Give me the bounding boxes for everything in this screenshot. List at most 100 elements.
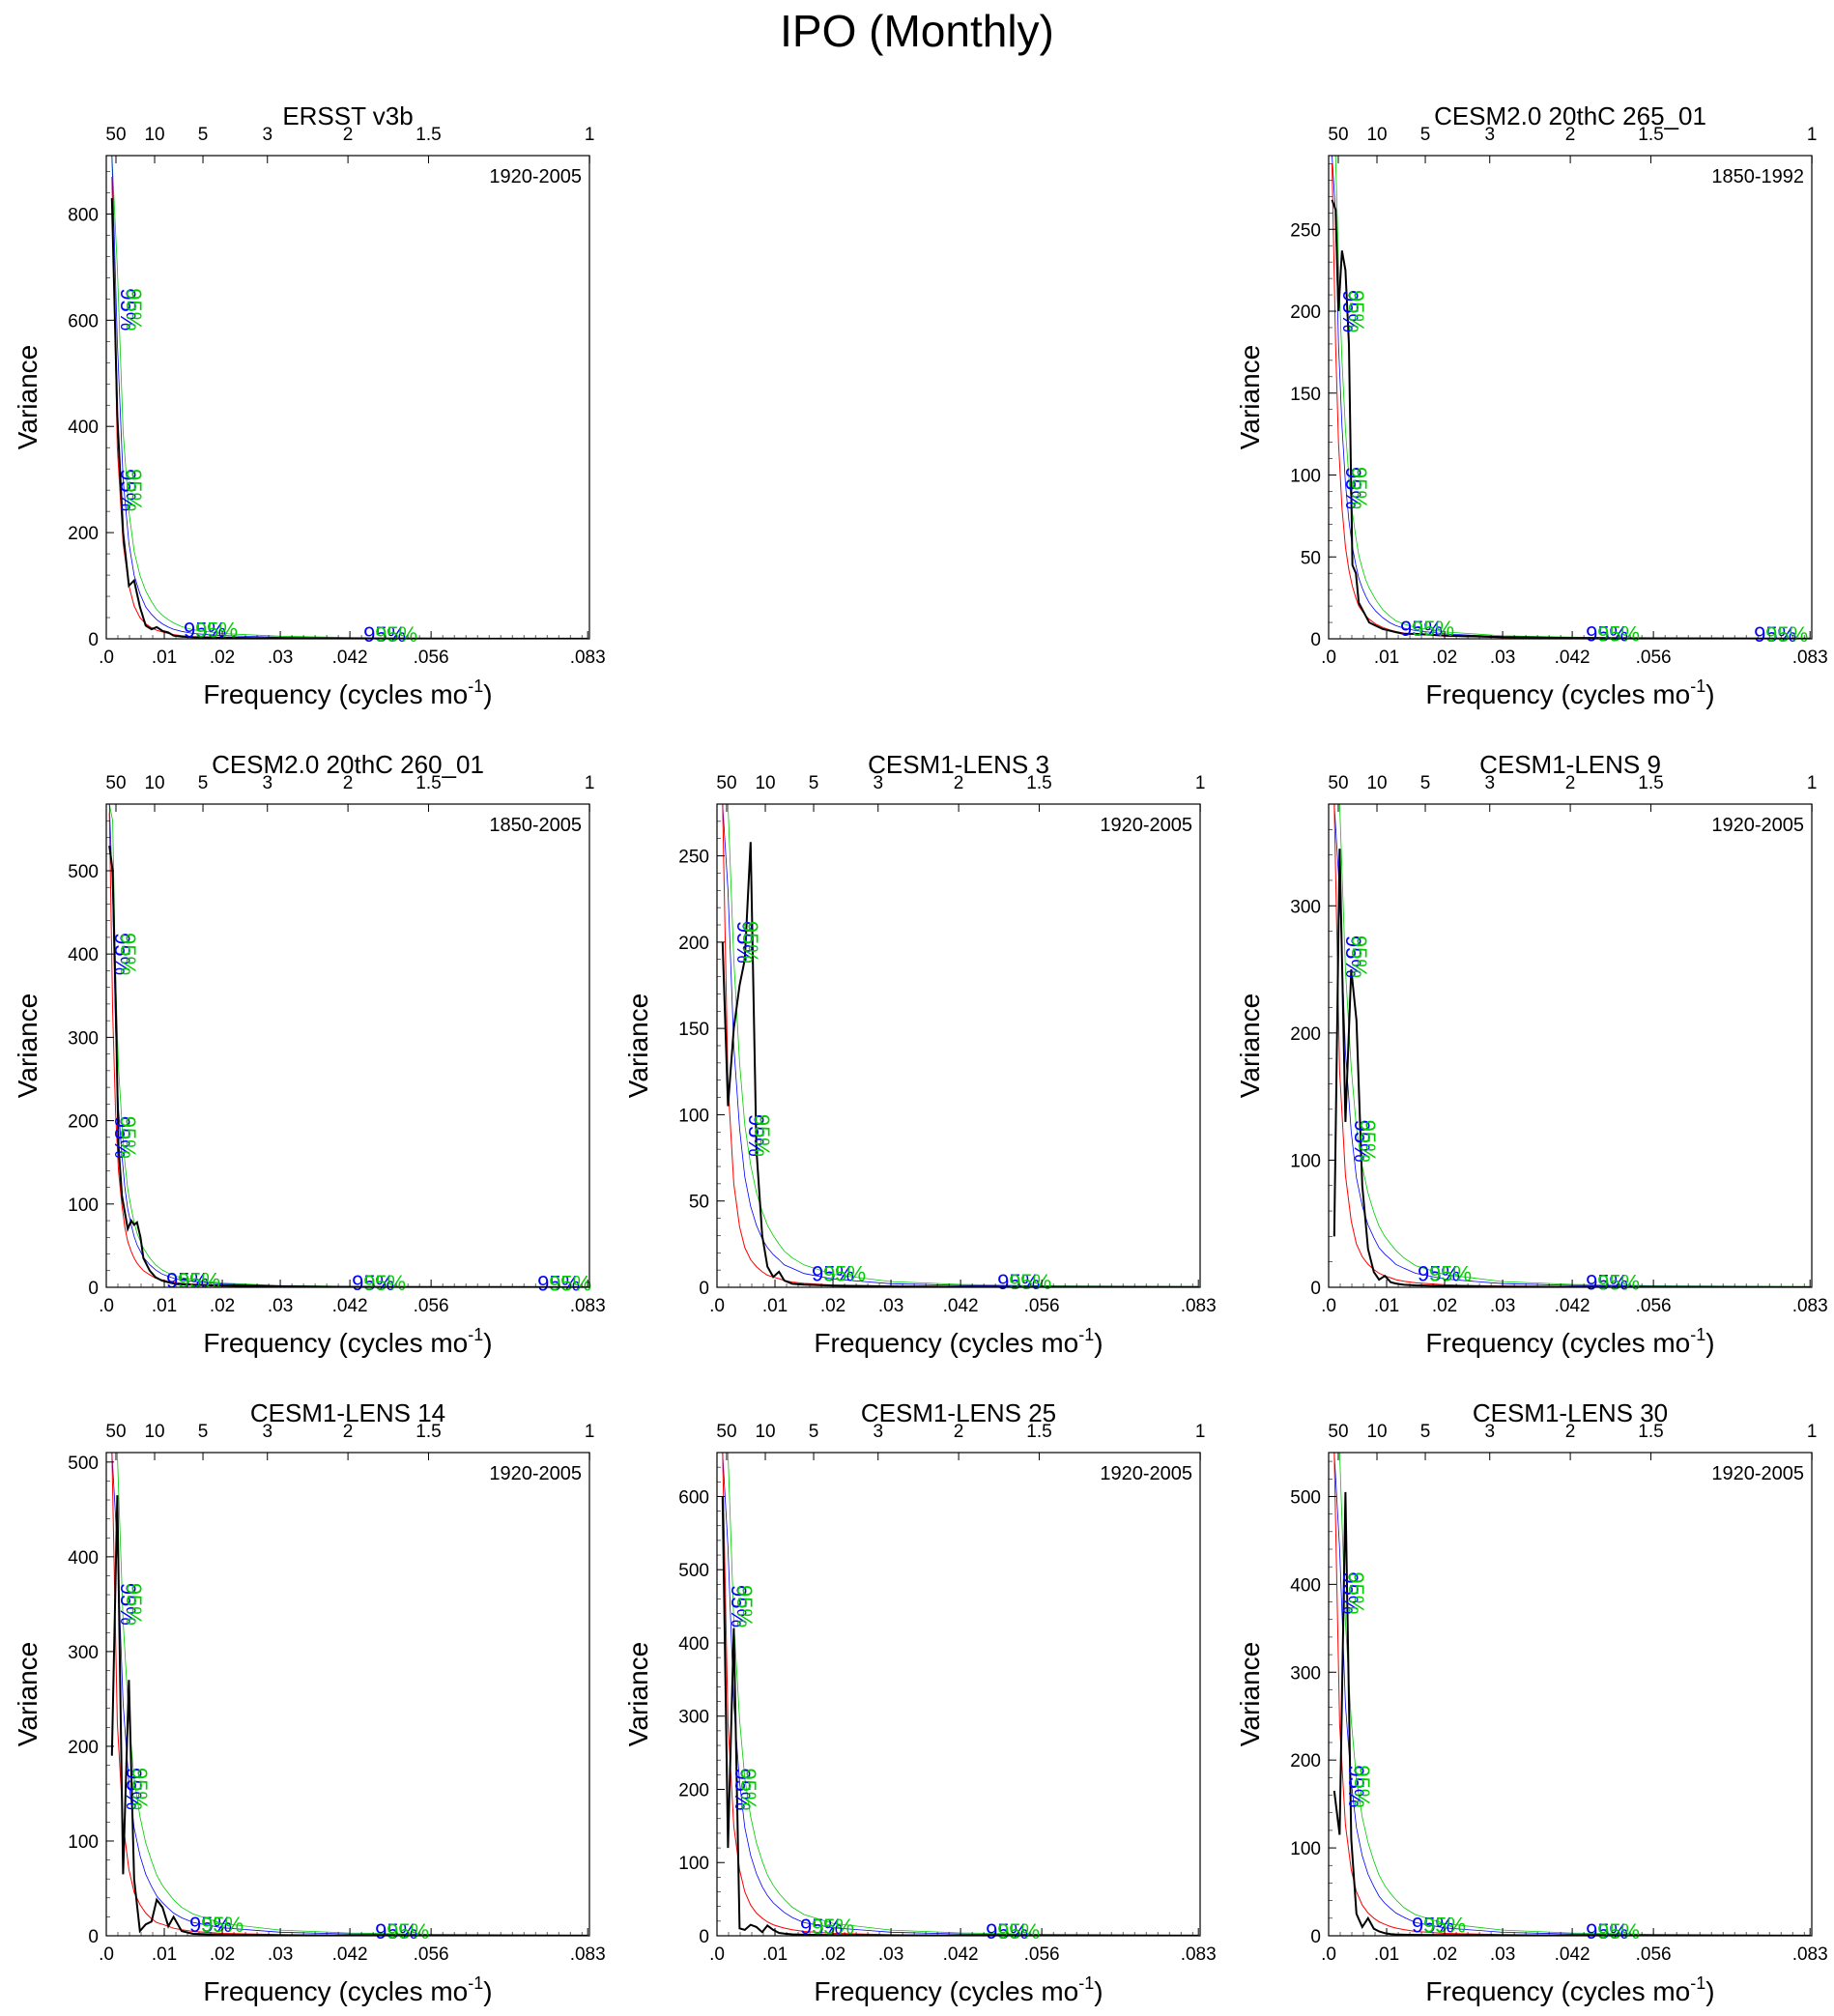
period-tick-label: 10 bbox=[1366, 1422, 1387, 1442]
series-line-sig-green bbox=[722, 1453, 1199, 1936]
significance-label: 95% bbox=[363, 622, 406, 647]
chart-title: CESM1-LENS 9 bbox=[1479, 750, 1661, 779]
period-tick-label: 5 bbox=[198, 773, 209, 793]
significance-label: 95% bbox=[166, 1269, 209, 1293]
significance-label: 95% bbox=[1597, 621, 1640, 646]
x-tick-label: .056 bbox=[1636, 1944, 1672, 1965]
x-tick-label: .01 bbox=[1374, 1296, 1399, 1316]
series-line-red-noise bbox=[1332, 163, 1811, 639]
significance-label: 95% bbox=[1597, 1919, 1640, 1944]
period-tick-label: 5 bbox=[809, 773, 819, 793]
significance-label: 95% bbox=[122, 1583, 146, 1626]
y-tick-label: 100 bbox=[68, 1832, 99, 1853]
period-tick-label: 50 bbox=[1328, 773, 1348, 793]
y-tick-label: 250 bbox=[678, 848, 709, 868]
x-tick-label: .01 bbox=[152, 1944, 177, 1965]
x-tick-label: .03 bbox=[268, 1296, 293, 1316]
x-tick-label: .02 bbox=[820, 1296, 845, 1316]
period-tick-label: 1 bbox=[585, 773, 595, 793]
y-tick-label: 300 bbox=[68, 1028, 99, 1049]
y-axis-label: Variance bbox=[623, 1642, 653, 1746]
period-tick-label: 3 bbox=[1484, 1422, 1495, 1442]
y-tick-label: 100 bbox=[68, 1195, 99, 1216]
plot-frame bbox=[716, 1452, 1201, 1937]
period-tick-label: 50 bbox=[105, 125, 126, 145]
significance-label: 95% bbox=[1344, 290, 1368, 332]
significance-label: 95% bbox=[375, 622, 417, 647]
plot-frame bbox=[105, 803, 590, 1288]
significance-label: 95% bbox=[736, 1768, 760, 1810]
x-axis-label: Frequency (cycles mo-1) bbox=[1425, 1325, 1714, 1358]
year-range-label: 1850-2005 bbox=[489, 815, 582, 836]
y-tick-label: 300 bbox=[1290, 1663, 1321, 1684]
significance-label: 95% bbox=[116, 469, 140, 511]
period-tick-label: 10 bbox=[144, 1422, 164, 1442]
y-tick-label: 500 bbox=[678, 1561, 709, 1581]
x-tick-label: .042 bbox=[1555, 648, 1590, 668]
x-tick-label: .0 bbox=[1321, 648, 1336, 668]
x-tick-label: .056 bbox=[1636, 648, 1672, 668]
y-tick-label: 200 bbox=[678, 1780, 709, 1800]
x-tick-label: .083 bbox=[1181, 1296, 1217, 1316]
period-tick-label: 10 bbox=[144, 773, 164, 793]
x-tick-label: .01 bbox=[762, 1944, 788, 1965]
y-tick-label: 200 bbox=[1290, 302, 1321, 323]
y-axis-label: Variance bbox=[1235, 1642, 1265, 1746]
chart-title: CESM1-LENS 3 bbox=[868, 750, 1049, 779]
period-tick-label: 50 bbox=[716, 773, 736, 793]
x-tick-label: .083 bbox=[570, 1944, 606, 1965]
x-tick-label: .03 bbox=[1490, 1944, 1515, 1965]
series-line-sig-green bbox=[111, 156, 588, 639]
period-tick-label: 2 bbox=[954, 1422, 964, 1442]
period-tick-label: 5 bbox=[1420, 125, 1431, 145]
x-tick-label: .083 bbox=[1792, 1296, 1828, 1316]
period-tick-label: 5 bbox=[1420, 1422, 1431, 1442]
period-tick-label: 3 bbox=[262, 1422, 272, 1442]
period-tick-label: 2 bbox=[1565, 773, 1576, 793]
significance-label: 95% bbox=[731, 1768, 755, 1810]
period-tick-label: 50 bbox=[105, 1422, 126, 1442]
y-tick-label: 500 bbox=[68, 862, 99, 882]
period-tick-label: 1 bbox=[585, 125, 595, 145]
significance-label: 95% bbox=[363, 1271, 406, 1295]
y-tick-label: 100 bbox=[678, 1106, 709, 1126]
chart-panel: CESM1-LENS 141920-200595%95%95%95%95%95%… bbox=[13, 1398, 606, 2006]
significance-label: 95% bbox=[1350, 1765, 1374, 1807]
significance-label: 95% bbox=[1597, 1271, 1640, 1295]
significance-label: 95% bbox=[110, 1116, 134, 1159]
significance-label: 95% bbox=[1350, 1120, 1374, 1163]
period-tick-label: 1.5 bbox=[1638, 125, 1663, 145]
x-tick-label: .02 bbox=[210, 648, 235, 668]
series-line-red-noise bbox=[722, 804, 1199, 1287]
y-tick-label: 400 bbox=[68, 945, 99, 965]
period-tick-label: 1 bbox=[1807, 1422, 1818, 1442]
x-tick-label: .03 bbox=[268, 648, 293, 668]
period-tick-label: 3 bbox=[262, 773, 272, 793]
significance-label: 95% bbox=[1586, 1919, 1628, 1944]
y-tick-label: 0 bbox=[88, 1927, 99, 1947]
y-tick-label: 400 bbox=[68, 1548, 99, 1569]
x-tick-label: .042 bbox=[332, 648, 368, 668]
year-range-label: 1920-2005 bbox=[1711, 815, 1804, 836]
x-tick-label: .0 bbox=[709, 1296, 725, 1316]
x-tick-label: .083 bbox=[570, 1296, 606, 1316]
series-line-spectrum bbox=[1331, 199, 1811, 639]
y-axis-label: Variance bbox=[1235, 994, 1265, 1098]
x-tick-label: .02 bbox=[1432, 648, 1457, 668]
y-tick-label: 800 bbox=[68, 205, 99, 225]
x-tick-label: .01 bbox=[1374, 648, 1399, 668]
x-axis-label: Frequency (cycles mo-1) bbox=[814, 1973, 1103, 2006]
y-tick-label: 400 bbox=[678, 1634, 709, 1655]
y-tick-label: 200 bbox=[68, 1738, 99, 1758]
y-tick-label: 600 bbox=[678, 1487, 709, 1508]
y-tick-label: 0 bbox=[88, 1279, 99, 1299]
x-tick-label: .083 bbox=[1792, 1944, 1828, 1965]
y-tick-label: 300 bbox=[1290, 897, 1321, 917]
significance-label: 95% bbox=[116, 1583, 140, 1626]
year-range-label: 1920-2005 bbox=[1100, 1463, 1192, 1484]
significance-label: 95% bbox=[122, 469, 146, 511]
chart-panel: CESM2.0 20thC 260_011850-200595%95%95%95… bbox=[13, 750, 606, 1358]
